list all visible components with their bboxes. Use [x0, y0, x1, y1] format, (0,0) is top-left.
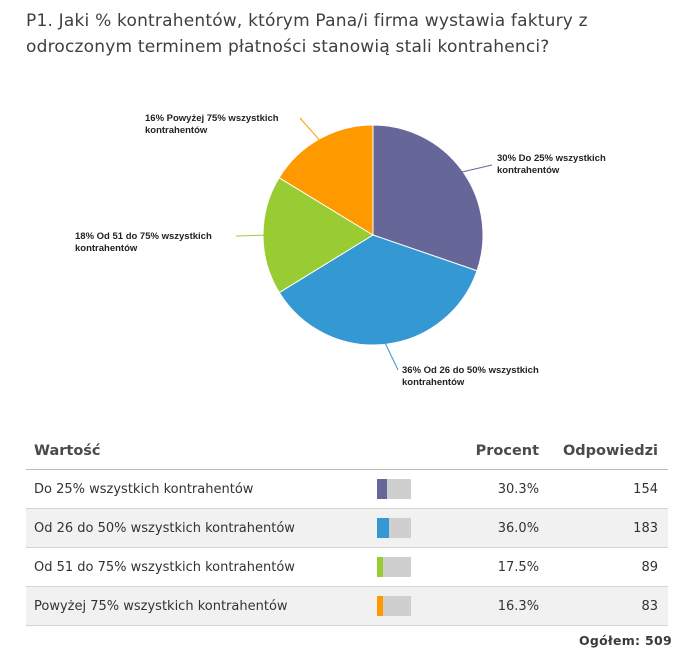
header-bar: [372, 433, 441, 470]
row-count: 154: [543, 469, 668, 509]
pie-slice-label: 18% Od 51 do 75% wszystkich kontrahentów: [75, 231, 212, 254]
row-percent: 16.3%: [440, 586, 544, 626]
pie-slices: [262, 124, 484, 346]
percent-bar-fill: [376, 479, 387, 499]
pie-leader-lines: [235, 117, 493, 371]
row-count: 83: [543, 586, 668, 626]
question-title: P1. Jaki % kontrahentów, którym Pana/i f…: [26, 11, 588, 57]
row-label: Powyżej 75% wszystkich kontrahentów: [26, 586, 373, 626]
pie-chart: 30% Do 25% wszystkich kontrahentów 36% Od …: [75, 113, 606, 388]
row-percent: 36.0%: [440, 508, 544, 548]
row-label: Od 26 do 50% wszystkich kontrahentów: [26, 508, 373, 548]
pie-leader-line: [384, 342, 399, 371]
table-row: Od 51 do 75% wszystkich kontrahentów 17.…: [26, 547, 668, 587]
pie-labels: 30% Do 25% wszystkich kontrahentów 36% Od …: [75, 113, 606, 388]
table-header-row: Wartość Procent Odpowiedzi: [26, 433, 668, 470]
percent-bar: [376, 479, 411, 499]
table-row: Do 25% wszystkich kontrahentów 30.3% 154: [26, 469, 668, 509]
row-percent: 17.5%: [440, 547, 544, 587]
percent-bar-fill: [376, 518, 389, 538]
percent-bar-fill: [376, 557, 383, 577]
table-row: Powyżej 75% wszystkich kontrahentów 16.3…: [26, 586, 668, 626]
pie-slice: [372, 124, 484, 272]
table-row: Od 26 do 50% wszystkich kontrahentów 36.…: [26, 508, 668, 548]
results-table: Wartość Procent Odpowiedzi Do 25% wszyst…: [26, 433, 668, 626]
total-responses: Ogółem: 509: [578, 633, 672, 648]
pie-slice-label: 30% Do 25% wszystkich kontrahentów: [497, 153, 606, 176]
pie-leader-line: [460, 164, 493, 173]
percent-bar: [376, 596, 411, 616]
row-percent: 30.3%: [440, 469, 544, 509]
pie-slice-label: 36% Od 26 do 50% wszystkich kontrahentów: [402, 365, 539, 388]
row-count: 183: [543, 508, 668, 548]
percent-bar: [376, 518, 411, 538]
row-label: Od 51 do 75% wszystkich kontrahentów: [26, 547, 373, 587]
pie-leader-line: [235, 234, 266, 237]
percent-bar-fill: [376, 596, 383, 616]
pie-leader-line: [299, 117, 321, 142]
header-count: Odpowiedzi: [543, 433, 668, 470]
pie-slice-label: 16% Powyżej 75% wszystkich kontrahentów: [145, 113, 279, 136]
percent-bar: [376, 557, 411, 577]
header-value: Wartość: [26, 433, 373, 470]
row-label: Do 25% wszystkich kontrahentów: [26, 469, 373, 509]
row-count: 89: [543, 547, 668, 587]
header-percent: Procent: [440, 433, 544, 470]
